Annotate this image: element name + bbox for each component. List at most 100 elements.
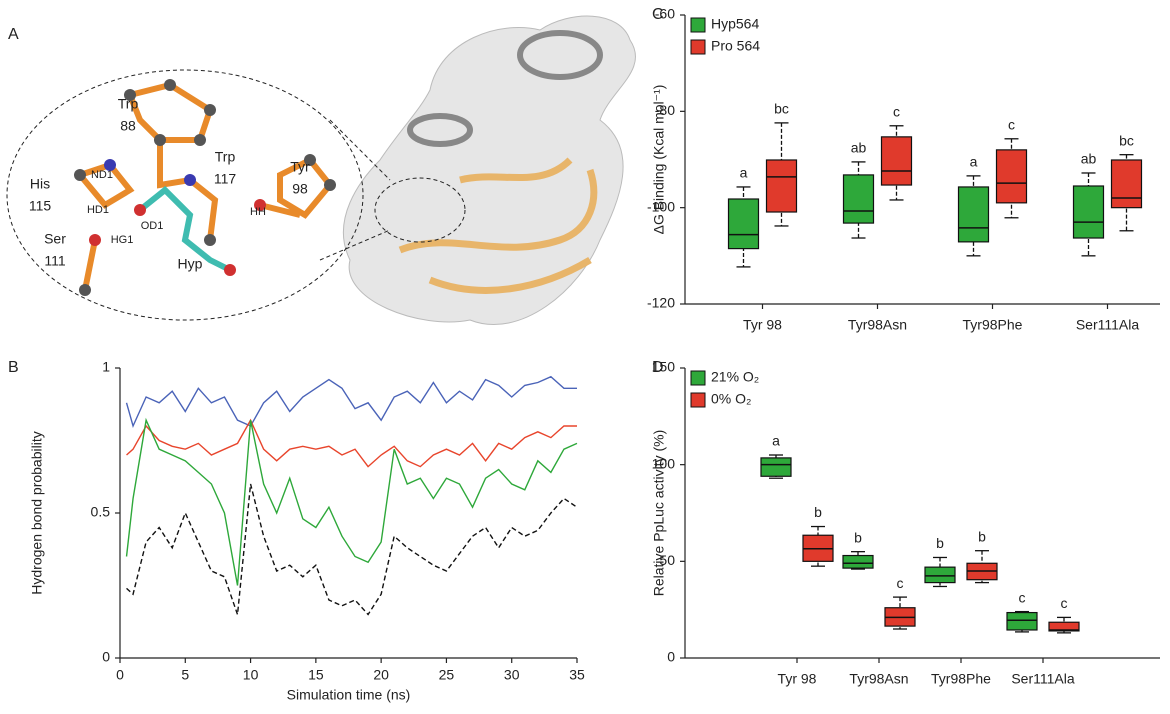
legend-label: Hyp564 <box>711 16 759 32</box>
x-tick-label: 25 <box>439 667 455 683</box>
box <box>1072 185 1105 239</box>
box <box>1006 611 1038 631</box>
residue-number: 88 <box>120 118 136 134</box>
x-tick-label: Tyr98Phe <box>963 317 1023 333</box>
significance-letter: a <box>772 433 780 449</box>
legend-swatch <box>690 39 706 55</box>
box <box>924 566 956 584</box>
significance-letter: b <box>936 535 944 551</box>
x-tick-label: Tyr98Asn <box>848 317 907 333</box>
zoom-ellipse <box>6 69 364 321</box>
x-tick-label: Tyr 98 <box>743 317 782 333</box>
y-axis-label: Hydrogen bond probability <box>29 431 45 594</box>
atom-label: HG1 <box>111 234 134 246</box>
residue-name: Ser <box>44 231 66 247</box>
atom <box>164 79 176 91</box>
residue-number: 98 <box>292 181 308 197</box>
x-tick-label: 20 <box>373 667 389 683</box>
legend-label: 21% O₂ <box>711 369 759 385</box>
significance-letter: c <box>893 103 900 119</box>
series-line <box>125 375 577 429</box>
significance-letter: ab <box>851 140 867 156</box>
residue-name: His <box>30 176 50 192</box>
legend-swatch <box>690 370 706 386</box>
atom-label: OD1 <box>141 220 164 232</box>
legend-swatch <box>690 392 706 408</box>
zoom-circle <box>374 177 466 243</box>
box <box>957 186 990 243</box>
panel-label: D <box>652 359 664 376</box>
significance-letter: c <box>1019 589 1026 605</box>
nitrogen-atom <box>104 159 116 171</box>
box <box>842 174 875 224</box>
x-tick-label: Ser111Ala <box>1011 671 1075 687</box>
nitrogen-atom <box>184 174 196 186</box>
protein-helix <box>407 113 473 147</box>
x-tick-label: 35 <box>569 667 585 683</box>
residue-number: 115 <box>29 198 52 214</box>
atom-label: HD1 <box>87 204 109 216</box>
protein-helix <box>517 30 603 80</box>
y-tick-label: -60 <box>655 6 675 22</box>
panel-label: B <box>8 359 19 376</box>
box <box>880 136 913 186</box>
x-tick-label: 10 <box>243 667 259 683</box>
atom <box>154 134 166 146</box>
y-tick-label: -120 <box>647 295 675 311</box>
significance-letter: c <box>1061 595 1068 611</box>
oxygen-atom <box>134 204 146 216</box>
series-line <box>126 418 577 468</box>
box <box>765 159 798 213</box>
significance-letter: c <box>897 575 904 591</box>
series-line <box>125 417 578 586</box>
residue-number: 117 <box>214 171 237 187</box>
atoms <box>74 79 336 296</box>
x-axis-label: Simulation time (ns) <box>287 687 411 703</box>
x-tick-label: 5 <box>181 667 189 683</box>
legend-label: 0% O₂ <box>711 391 751 407</box>
atom-label: HH <box>250 206 266 218</box>
box <box>727 198 760 250</box>
box <box>1048 621 1080 632</box>
oxygen-atom <box>224 264 236 276</box>
y-tick-label: 0.5 <box>91 504 111 520</box>
significance-letter: ab <box>1081 151 1097 167</box>
significance-letter: a <box>970 154 978 170</box>
legend-label: Pro 564 <box>711 38 760 54</box>
y-tick-label: 150 <box>652 359 676 375</box>
atom-label: ND1 <box>91 169 113 181</box>
y-tick-label: 100 <box>652 455 676 471</box>
x-tick-label: 0 <box>116 667 124 683</box>
x-tick-label: Tyr 98 <box>778 671 817 687</box>
y-axis-label: Relative PpLuc activity (%) <box>651 430 667 597</box>
residue-name: Trp <box>118 96 139 112</box>
y-axis-label: ΔG Binding (Kcal mol⁻¹) <box>651 85 667 235</box>
y-tick-label: 50 <box>659 552 675 568</box>
significance-letter: a <box>740 165 748 181</box>
y-tick-label: 1 <box>102 359 110 375</box>
residue-name: Tyr <box>290 159 310 175</box>
x-tick-label: Ser111Ala <box>1076 317 1140 333</box>
panel-a-drawing <box>6 15 636 325</box>
atom <box>194 134 206 146</box>
significance-letter: b <box>978 528 986 544</box>
atom <box>204 104 216 116</box>
significance-letter: bc <box>1119 132 1134 148</box>
atom <box>124 89 136 101</box>
oxygen-atom <box>254 199 266 211</box>
box <box>842 554 874 569</box>
significance-letter: b <box>854 529 862 545</box>
atom <box>324 179 336 191</box>
panel-label: A <box>8 26 19 43</box>
atom <box>79 284 91 296</box>
y-tick-label: 0 <box>102 649 110 665</box>
significance-letter: c <box>1008 116 1015 132</box>
residue-name: Trp <box>215 149 236 165</box>
hyp-sticks <box>138 185 232 273</box>
y-tick-label: -100 <box>647 198 675 214</box>
residue-name: Hyp <box>178 256 203 272</box>
legend-swatch <box>690 17 706 33</box>
x-tick-label: Tyr98Phe <box>931 671 991 687</box>
x-tick-label: 30 <box>504 667 520 683</box>
